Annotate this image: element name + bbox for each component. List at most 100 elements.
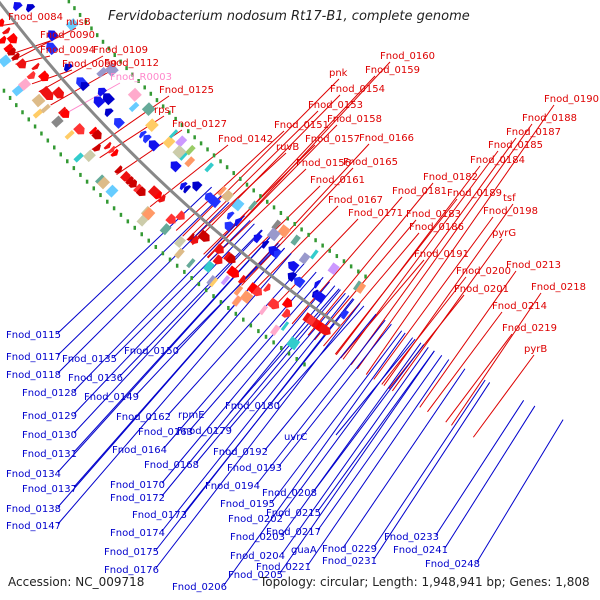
bottom-gene-label: Fnod_0137 [22, 484, 77, 495]
tick-dot [183, 269, 186, 274]
cog-block [141, 102, 156, 116]
leader-line [350, 137, 517, 366]
forward-gene-arrow [119, 170, 131, 182]
cog-block [40, 103, 51, 114]
tick-dot [2, 88, 6, 93]
forward-gene-arrow [110, 148, 119, 157]
tick-dot [137, 79, 140, 84]
cog-block [95, 174, 105, 184]
leader-line [135, 242, 279, 396]
tick-dot [73, 6, 76, 11]
cog-block [353, 280, 367, 294]
top-gene-label: Fnod_0213 [506, 260, 561, 271]
top-gene-label: Fnod_0198 [483, 206, 538, 217]
forward-gene-arrow [281, 297, 293, 308]
top-gene-label: Fnod_0188 [522, 113, 577, 124]
top-gene-label: Fnod_0190 [544, 94, 599, 105]
top-gene-label: Fnod_0191 [414, 249, 469, 260]
top-gene-label: Fnod_0187 [506, 127, 561, 138]
bottom-gene-label: Fnod_0221 [256, 562, 311, 573]
top-gene-label: Fnod_0182 [423, 172, 478, 183]
leader-line [444, 405, 536, 549]
reverse-gene-arrow [139, 130, 147, 139]
leader-line [113, 220, 251, 358]
leader-line [155, 302, 361, 569]
reverse-gene-arrow [13, 1, 23, 12]
tick-dot [125, 66, 128, 71]
top-gene-label: Fnod_0099 [62, 59, 117, 70]
leader-line [256, 319, 386, 485]
leader-line [60, 82, 121, 117]
top-gene-label: Fnod_0112 [104, 58, 159, 69]
tick-dot [140, 232, 143, 237]
reverse-gene-arrow [273, 249, 282, 259]
forward-gene-arrow [226, 265, 240, 279]
cog-block [65, 18, 79, 31]
bottom-gene-label: Fnod_0134 [6, 469, 61, 480]
leader-line [207, 61, 391, 259]
bottom-gene-label: rpmE [178, 410, 205, 421]
cog-block [202, 260, 215, 273]
tick-dot [242, 317, 245, 322]
tick-dot [101, 39, 105, 44]
forward-gene-arrow [154, 190, 163, 200]
leader-line [264, 313, 377, 451]
reverse-gene-arrow [183, 185, 192, 194]
reverse-gene-arrow [47, 30, 59, 42]
leader-line [383, 203, 514, 386]
top-gene-label: Fnod_0160 [380, 51, 435, 62]
bottom-gene-label: Fnod_0203 [230, 532, 285, 543]
bottom-gene-label: Fnod_0135 [62, 354, 117, 365]
bottom-gene-label: Fnod_0115 [6, 330, 61, 341]
tick-dot [59, 152, 62, 157]
leader-line [57, 186, 212, 334]
forward-gene-arrow [175, 210, 185, 221]
tick-dot [193, 135, 196, 140]
bottom-gene-label: Fnod_0192 [213, 447, 268, 458]
top-gene-label: Fnod_0157 [305, 134, 360, 145]
top-gene-label: nusB [66, 17, 91, 28]
forward-gene-arrow [92, 143, 101, 152]
top-gene-label: Fnod_0214 [492, 301, 547, 312]
tick-dot [219, 300, 223, 305]
bottom-gene-label: Fnod_0204 [230, 551, 285, 562]
cog-block [204, 162, 214, 173]
top-gene-label: tsf [503, 193, 516, 204]
tick-dot [67, 0, 71, 4]
tick-dot [314, 238, 317, 243]
tick-dot [257, 329, 260, 334]
bottom-gene-label: Fnod_0175 [104, 547, 159, 558]
tick-dot [113, 53, 116, 58]
tick-dot [234, 311, 238, 316]
cog-block [309, 249, 319, 260]
leader-line [279, 350, 435, 574]
forward-gene-arrow [39, 72, 50, 82]
leader-line [278, 323, 392, 467]
tick-dot [349, 264, 353, 269]
bottom-gene-label: Fnod_0208 [262, 488, 317, 499]
top-gene-label: Fnod_0127 [172, 119, 227, 130]
reverse-gene-arrow [341, 310, 350, 320]
leader-line [323, 232, 420, 347]
bottom-gene-label: guaA [291, 545, 317, 556]
cog-block [172, 144, 187, 159]
leader-line [210, 168, 307, 261]
tick-dot [180, 123, 184, 128]
tick-dot [245, 182, 249, 187]
tick-dot [40, 131, 43, 136]
cog-block [231, 295, 243, 307]
tick-dot [212, 153, 216, 158]
bottom-gene-label: Fnod_0241 [393, 545, 448, 556]
top-gene-label: Fnod_0218 [531, 282, 586, 293]
leader-line [175, 244, 281, 350]
cog-block [248, 200, 258, 211]
tick-dot [225, 165, 229, 170]
forward-gene-arrow [114, 165, 123, 174]
leader-line [356, 123, 533, 370]
tick-dot [264, 334, 268, 339]
forward-gene-arrow [91, 129, 102, 140]
leader-line [365, 104, 555, 375]
tick-dot [95, 33, 99, 38]
forward-gene-arrow [267, 297, 280, 310]
bottom-gene-label: Fnod_0174 [110, 528, 165, 539]
